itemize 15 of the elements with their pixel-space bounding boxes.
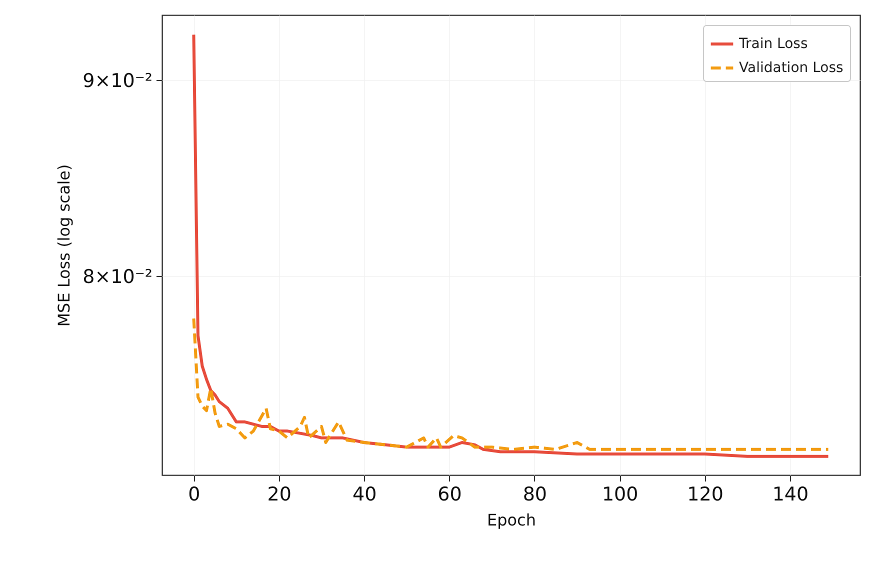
legend-label: Train Loss <box>738 36 808 52</box>
line-series <box>192 316 830 451</box>
x-tick-label: 120 <box>687 484 724 506</box>
x-tick-label: 60 <box>438 484 462 506</box>
x-tick-label: 140 <box>772 484 809 506</box>
y-axis-title: MSE Loss (log scale) <box>54 164 74 327</box>
x-axis-title: Epoch <box>487 510 536 530</box>
x-tick-label: 40 <box>352 484 377 506</box>
x-tick-label: 0 <box>188 484 200 506</box>
y-tick-label: 9×10⁻² <box>82 70 152 92</box>
x-tick-label: 100 <box>602 484 638 506</box>
legend-label: Validation Loss <box>739 60 844 76</box>
x-tick-label: 80 <box>522 484 548 506</box>
y-tick-label: 8×10⁻² <box>82 266 152 288</box>
x-tick-label: 20 <box>267 484 292 506</box>
